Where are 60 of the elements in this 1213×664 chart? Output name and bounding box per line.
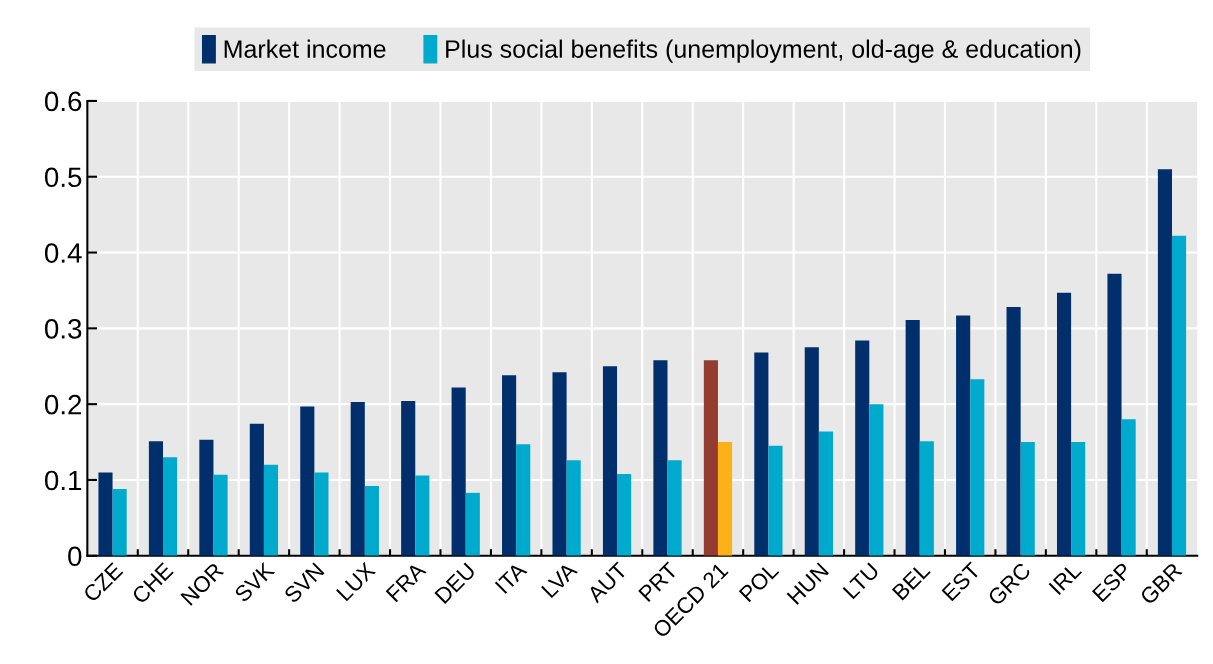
y-tick-label: 0.2	[44, 394, 82, 415]
bar	[401, 401, 416, 556]
bar	[754, 352, 769, 556]
bar	[667, 460, 682, 556]
bar	[566, 460, 581, 556]
bar	[350, 401, 365, 556]
bar	[855, 340, 870, 556]
bar	[1006, 307, 1021, 556]
x-tick-label: FRA	[385, 561, 427, 603]
bar	[869, 404, 884, 556]
bar	[364, 486, 379, 556]
y-tick-label: 0.4	[44, 243, 82, 263]
bar	[970, 379, 985, 556]
bar	[552, 372, 567, 556]
bar	[818, 431, 833, 556]
bar	[919, 441, 934, 556]
bar	[1071, 442, 1086, 556]
x-tick-label: LTU	[842, 562, 880, 600]
x-tick-label: IRL	[1048, 561, 1082, 596]
bar	[451, 387, 466, 556]
bar	[465, 492, 480, 556]
bar	[768, 445, 783, 556]
bar	[905, 320, 920, 556]
legend-label: Plus social benefits (unemployment, old-age & education)	[446, 39, 1081, 63]
bar	[602, 366, 618, 556]
bar	[1107, 273, 1122, 556]
y-tick-label: 0.3	[44, 319, 82, 339]
y-tick-label: 0.6	[44, 91, 82, 112]
bar	[199, 439, 214, 556]
x-tick-label: BEL	[891, 561, 931, 601]
y-tick-label: 0.1	[44, 470, 82, 491]
bar	[112, 489, 127, 556]
bar	[98, 472, 113, 556]
bar	[1172, 235, 1187, 556]
bar	[717, 442, 733, 556]
bar	[502, 375, 517, 556]
bar	[617, 473, 632, 556]
bar	[1121, 419, 1136, 556]
bar	[213, 474, 228, 556]
bar	[1056, 292, 1072, 556]
x-tick-label: ITA	[494, 561, 528, 594]
bar	[300, 406, 315, 556]
y-tick-label: 0	[68, 546, 82, 567]
bar	[703, 360, 718, 556]
bar	[415, 475, 430, 556]
x-tick-label: LVA	[541, 561, 578, 599]
x-tick-label: POL	[738, 561, 780, 603]
bar	[804, 347, 819, 556]
y-tick-label: 0.5	[44, 167, 82, 188]
bar	[1157, 169, 1173, 556]
bar	[163, 457, 178, 556]
bar	[653, 360, 668, 556]
bar	[148, 441, 164, 556]
legend-label: Market income	[224, 39, 386, 58]
bar	[516, 444, 531, 556]
bar	[314, 472, 329, 556]
bar	[1020, 442, 1035, 556]
bar	[956, 315, 971, 556]
bar	[263, 464, 279, 556]
bar	[249, 423, 264, 556]
